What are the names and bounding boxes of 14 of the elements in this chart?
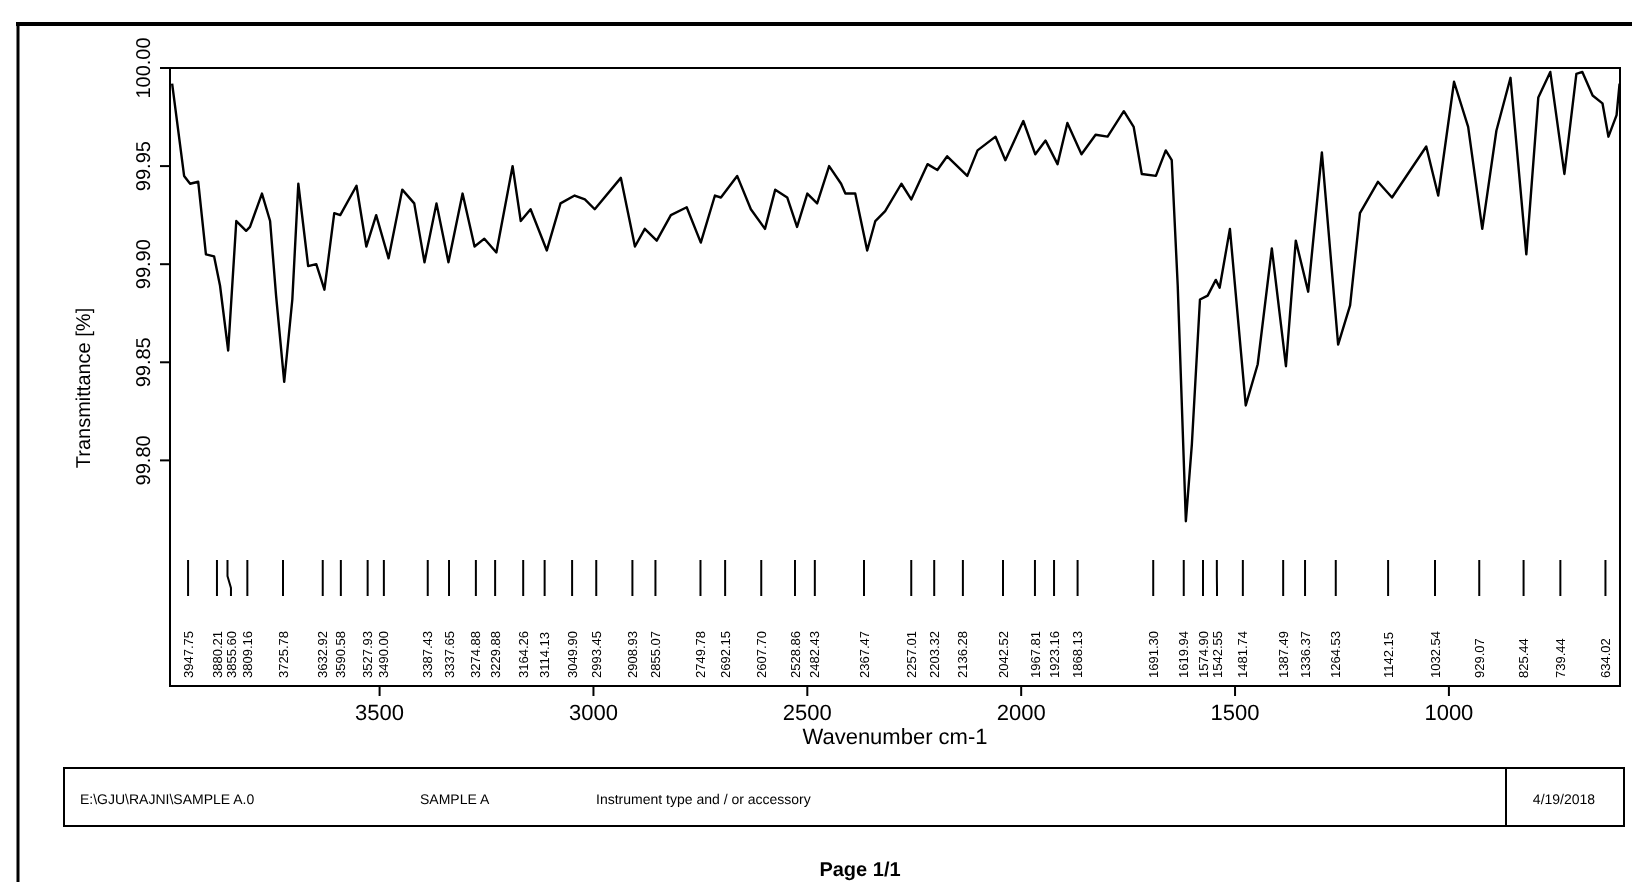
y-tick-label: 99.95 [134,140,156,192]
y-tick-label: 99.90 [134,238,156,290]
x-axis-title: Wavenumber cm-1 [802,726,988,750]
y-axis-title: Transmittance [%] [74,307,96,469]
x-tick-label: 3000 [568,702,618,726]
text: Page 1/1 [819,860,902,882]
y-tick-label: 100.00 [134,36,156,99]
x-tick-label: 3500 [355,702,405,726]
y-tick-label: 99.85 [134,336,156,388]
x-tick-label: 1000 [1424,702,1474,726]
y-tick-label: 99.80 [134,434,156,486]
x-tick-label: 2500 [782,702,832,726]
x-tick-label: 2000 [996,702,1046,726]
x-tick-label: 1500 [1210,702,1260,726]
